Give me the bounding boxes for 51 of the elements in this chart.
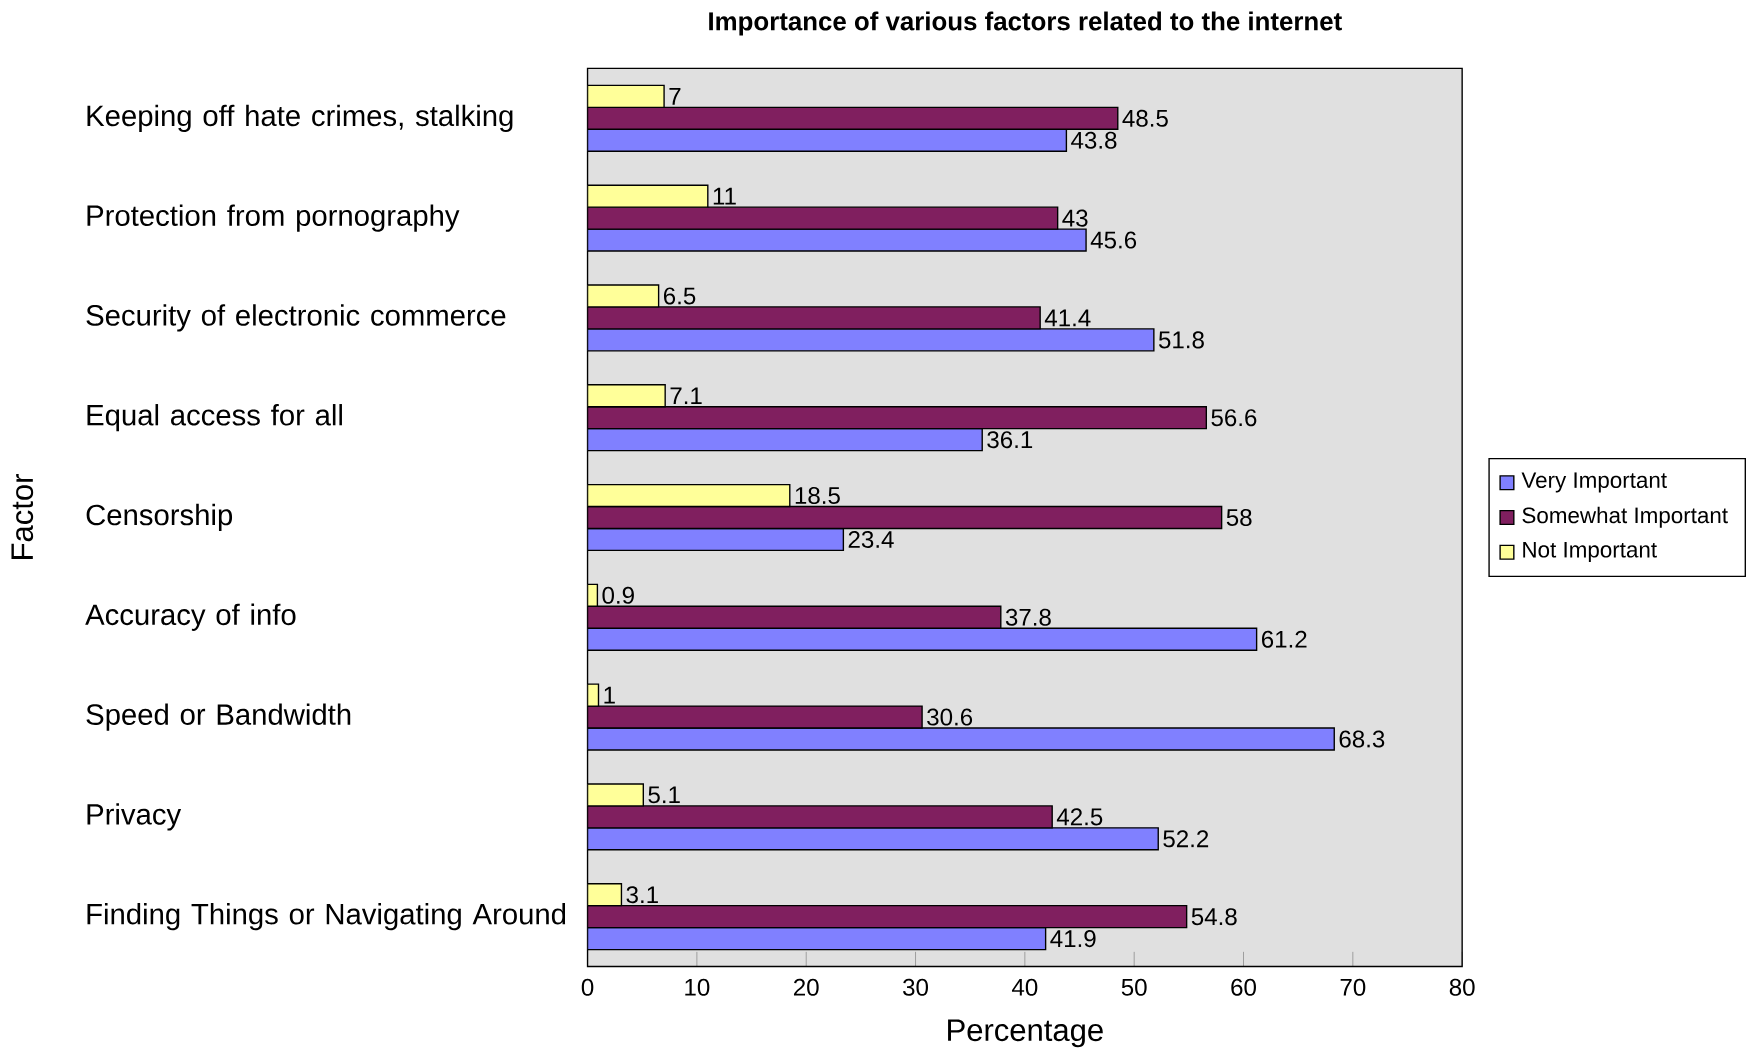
data-label: 18.5 [795, 487, 840, 505]
y-tick-label: Equal access for all [87, 404, 342, 432]
y-tick-label: Keeping off hate crimes, stalking [87, 104, 513, 133]
y-tick-label: Security of electronic commerce [86, 304, 506, 332]
data-label: 37.8 [1005, 608, 1051, 626]
x-tick-label: 70 [1340, 978, 1366, 996]
x-tick-label: 80 [1449, 978, 1475, 996]
legend-label: Not Important [1523, 542, 1657, 563]
data-label: 7.1 [670, 387, 702, 405]
data-label: 30.6 [927, 708, 973, 726]
x-tick-label: 30 [903, 978, 929, 996]
data-label: 56.6 [1211, 409, 1257, 427]
data-label: 41.4 [1044, 309, 1091, 327]
x-tick-label: 0 [581, 978, 594, 996]
x-axis-title: Percentage [948, 1019, 1103, 1048]
data-label: 43 [1062, 209, 1088, 227]
x-tick-label: 20 [793, 978, 819, 996]
data-label: 11 [713, 188, 736, 205]
data-label: 54.8 [1191, 908, 1237, 926]
data-label: 43.8 [1071, 131, 1117, 149]
y-tick-label: Privacy [87, 803, 182, 831]
data-label: 52.2 [1163, 830, 1209, 848]
y-tick-label: Censorship [86, 503, 233, 532]
data-label: 51.8 [1158, 331, 1204, 349]
data-label: 42.5 [1056, 808, 1103, 826]
data-label: 1 [604, 686, 615, 704]
data-label: 61.2 [1262, 630, 1307, 648]
x-tick-label: 50 [1121, 978, 1147, 996]
data-label: 3.1 [626, 886, 658, 904]
data-label: 68.3 [1339, 730, 1385, 748]
x-tick-label: 40 [1011, 978, 1038, 996]
x-tick-label: 60 [1231, 978, 1256, 996]
data-label: 0.9 [602, 586, 634, 604]
data-label: 58 [1226, 509, 1252, 527]
y-tick-label: Speed or Bandwidth [86, 703, 351, 731]
data-label: 48.5 [1122, 109, 1168, 127]
data-label: 45.6 [1090, 231, 1137, 249]
legend-label: Very Important [1521, 472, 1667, 493]
data-label: 7 [669, 88, 681, 105]
y-axis-title: Factor [11, 474, 34, 560]
data-label: 36.1 [987, 431, 1033, 449]
data-label: 6.5 [663, 287, 696, 305]
y-tick-label: Finding Things or Navigating Around [87, 903, 566, 931]
legend-label: Somewhat Important [1522, 506, 1728, 528]
y-tick-label: Protection from pornography [87, 204, 460, 232]
data-label: 41.9 [1050, 930, 1096, 948]
data-label: 5.1 [648, 786, 680, 804]
chart-title: Importance of various factors related to the internet [709, 11, 1342, 36]
y-tick-label: Accuracy of info [85, 603, 296, 632]
x-tick-label: 10 [685, 978, 710, 996]
data-label: 23.4 [848, 531, 894, 549]
